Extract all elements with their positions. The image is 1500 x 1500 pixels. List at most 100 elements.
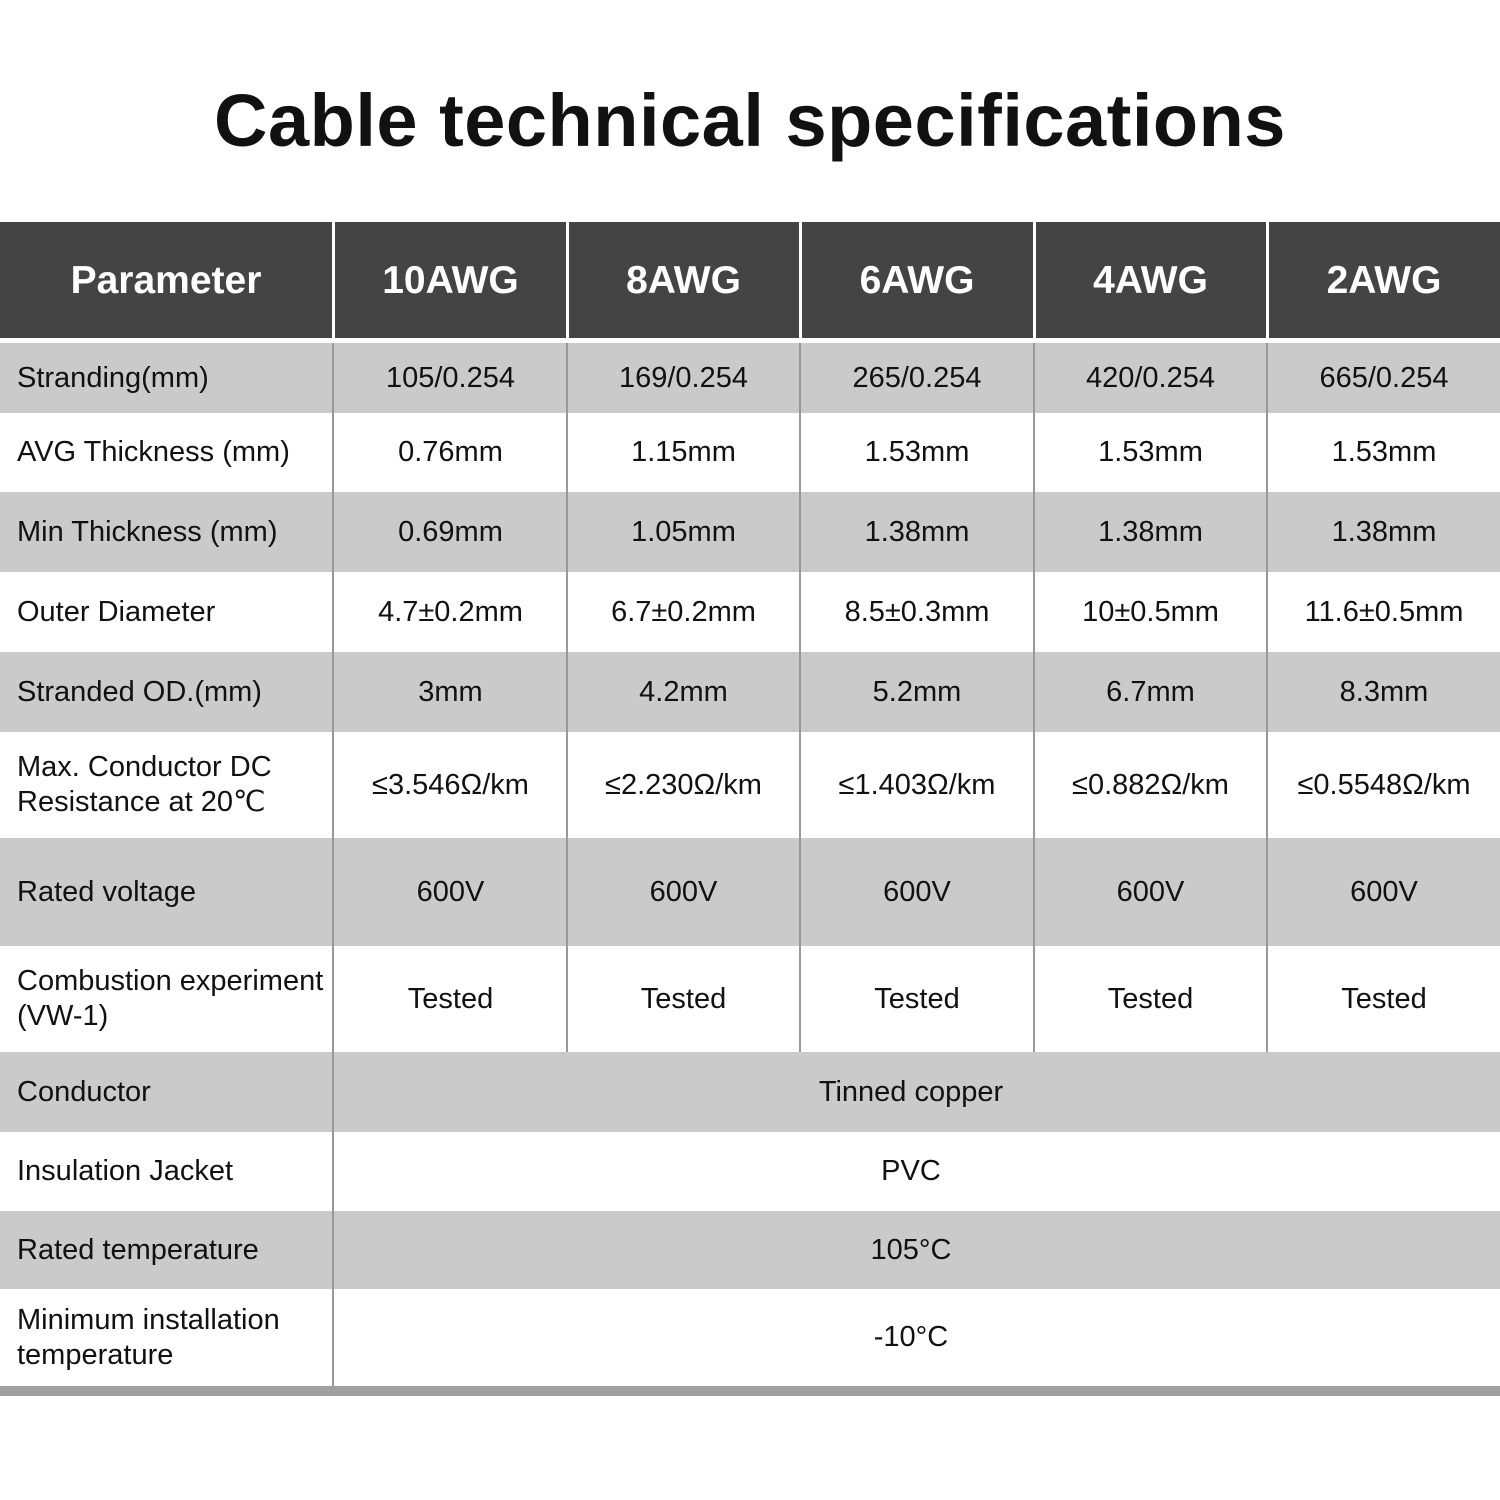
column-divider: [566, 946, 568, 1052]
column-divider: [1266, 222, 1269, 338]
value-cell-4awg: 10±0.5mm: [1082, 595, 1219, 628]
table-header: Parameter 10AWG 8AWG 6AWG 4AWG 2AWG: [0, 222, 1500, 338]
value-cell-8awg: 1.15mm: [631, 436, 736, 468]
parameter-label: Rated voltage: [17, 875, 196, 908]
table-row: Outer Diameter 4.7±0.2mm 6.7±0.2mm 8.5±0.3m…: [0, 572, 1500, 652]
merged-value-cell: Tinned copper: [818, 1075, 1004, 1108]
column-divider: [799, 492, 801, 572]
column-divider: [1033, 572, 1035, 652]
value-cell-10awg: 0.76mm: [398, 436, 503, 468]
value-cell-8awg: 4.2mm: [639, 675, 728, 708]
table-row: Insulation Jacket PVC: [0, 1132, 1500, 1211]
value-cell-10awg: 3mm: [418, 675, 483, 708]
column-divider: [566, 652, 568, 732]
column-divider: [332, 1211, 334, 1289]
value-cell-2awg: 600V: [1350, 875, 1418, 908]
column-divider: [332, 1052, 334, 1132]
table-bottom-border: [0, 1386, 1500, 1396]
parameter-label: Rated temperature: [17, 1233, 259, 1266]
header-8awg: 8AWG: [626, 258, 741, 302]
column-divider: [799, 652, 801, 732]
column-divider: [799, 732, 801, 838]
column-divider: [332, 1289, 334, 1386]
header-2awg: 2AWG: [1326, 258, 1442, 302]
column-divider: [799, 946, 801, 1052]
column-divider: [332, 732, 334, 838]
parameter-label: Combustion experiment (VW-1): [17, 965, 324, 1032]
column-divider: [1033, 732, 1035, 838]
table-row: Minimum installation temperature -10°C: [0, 1289, 1500, 1386]
column-divider: [799, 222, 802, 338]
table-row: Max. Conductor DC Resistance at 20℃ ≤3.54…: [0, 732, 1500, 838]
column-divider: [332, 1132, 334, 1211]
value-cell-8awg: ≤2.230Ω/km: [605, 768, 762, 801]
value-cell-2awg: 1.38mm: [1331, 515, 1437, 548]
column-divider: [1266, 732, 1268, 838]
value-cell-2awg: Tested: [1341, 982, 1427, 1015]
value-cell-10awg: Tested: [407, 982, 494, 1015]
table-row: Stranded OD.(mm) 3mm 4.2mm 5.2mm 6.7mm 8.3mm: [0, 652, 1500, 732]
parameter-label: Minimum installation temperature: [17, 1303, 280, 1371]
column-divider: [1033, 652, 1035, 732]
value-cell-4awg: 600V: [1116, 875, 1185, 908]
column-divider: [1033, 838, 1035, 946]
column-divider: [1033, 413, 1035, 492]
column-divider: [566, 572, 568, 652]
column-divider: [332, 838, 334, 946]
column-divider: [566, 343, 568, 413]
parameter-label: Insulation Jacket: [17, 1155, 234, 1187]
table-row: Rated voltage 600V 600V 600V 600V 600V: [0, 838, 1500, 946]
value-cell-10awg: 105/0.254: [385, 361, 515, 394]
value-cell-6awg: 600V: [883, 875, 951, 908]
parameter-label: Conductor: [17, 1075, 151, 1108]
value-cell-2awg: ≤0.5548Ω/km: [1297, 768, 1471, 801]
table-row: Combustion experiment (VW-1) Tested Tested…: [0, 946, 1500, 1052]
parameter-label: Max. Conductor DC Resistance at 20℃: [17, 751, 272, 818]
value-cell-6awg: 5.2mm: [872, 675, 962, 708]
column-divider: [332, 343, 334, 413]
column-divider: [1266, 343, 1268, 413]
column-divider: [566, 732, 568, 838]
value-cell-6awg: Tested: [874, 982, 960, 1015]
column-divider: [332, 413, 334, 492]
value-cell-10awg: ≤3.546Ω/km: [372, 768, 529, 801]
column-divider: [799, 413, 801, 492]
value-cell-6awg: ≤1.403Ω/km: [838, 768, 996, 801]
column-divider: [1033, 946, 1035, 1052]
value-cell-4awg: Tested: [1107, 982, 1194, 1015]
value-cell-10awg: 600V: [416, 875, 485, 908]
value-cell-8awg: 169/0.254: [618, 361, 748, 394]
table-row: Min Thickness (mm) 0.69mm 1.05mm 1.38mm 1.38…: [0, 492, 1500, 572]
value-cell-4awg: 1.53mm: [1098, 436, 1203, 468]
header-6awg: 6AWG: [859, 258, 975, 302]
value-cell-4awg: 1.38mm: [1098, 515, 1203, 548]
value-cell-6awg: 1.38mm: [864, 515, 970, 548]
column-divider: [799, 838, 801, 946]
column-divider: [566, 413, 568, 492]
column-divider: [332, 652, 334, 732]
header-parameter: Parameter: [70, 258, 262, 302]
value-cell-2awg: 665/0.254: [1319, 361, 1449, 394]
value-cell-6awg: 1.53mm: [864, 436, 970, 468]
parameter-label: Min Thickness (mm): [17, 515, 278, 548]
table-row: AVG Thickness (mm) 0.76mm 1.15mm 1.53mm 1.53…: [0, 413, 1500, 492]
page-title: Cable technical specifications: [214, 79, 1286, 162]
column-divider: [1266, 413, 1268, 492]
column-divider: [799, 572, 801, 652]
value-cell-10awg: 0.69mm: [398, 515, 503, 548]
column-divider: [1033, 492, 1035, 572]
value-cell-8awg: Tested: [640, 982, 727, 1015]
column-divider: [566, 492, 568, 572]
column-divider: [1266, 492, 1268, 572]
value-cell-6awg: 265/0.254: [852, 361, 982, 394]
column-divider: [566, 222, 569, 338]
value-cell-10awg: 4.7±0.2mm: [378, 595, 523, 628]
column-divider: [1266, 946, 1268, 1052]
column-divider: [1033, 343, 1035, 413]
column-divider: [566, 838, 568, 946]
value-cell-2awg: 8.3mm: [1339, 675, 1429, 708]
parameter-label: Stranded OD.(mm): [17, 675, 262, 708]
value-cell-8awg: 1.05mm: [631, 515, 736, 548]
column-divider: [1266, 652, 1268, 732]
header-4awg: 4AWG: [1093, 258, 1208, 302]
